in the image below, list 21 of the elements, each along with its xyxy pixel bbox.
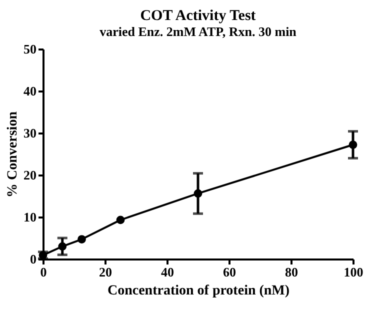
x-axis-title: Concentration of protein (nM) xyxy=(107,284,290,298)
y-tick-label: 50 xyxy=(24,42,36,56)
point xyxy=(78,235,86,244)
x-tick-label: 60 xyxy=(223,264,236,280)
y-tick-label: 30 xyxy=(24,126,36,140)
point xyxy=(58,242,67,251)
y-tick-label: 40 xyxy=(24,84,36,98)
x-tick-label: 40 xyxy=(161,264,174,280)
y-tick-label: 10 xyxy=(24,210,36,224)
x-tick-label: 80 xyxy=(285,264,298,280)
y-axis-title: % Conversion xyxy=(6,111,20,198)
y-tick-label: 0 xyxy=(30,252,36,266)
point xyxy=(116,216,125,224)
x-tick-label: 20 xyxy=(99,264,112,280)
point xyxy=(194,189,202,198)
chart-title: COT Activity Test xyxy=(140,8,256,24)
x-tick-label: 100 xyxy=(344,264,364,280)
x-tick-label: 0 xyxy=(40,264,47,280)
y-tick-label: 20 xyxy=(24,168,36,182)
chart-subtitle: varied Enz. 2mM ATP, Rxn. 30 min xyxy=(100,24,298,39)
point xyxy=(348,140,358,149)
